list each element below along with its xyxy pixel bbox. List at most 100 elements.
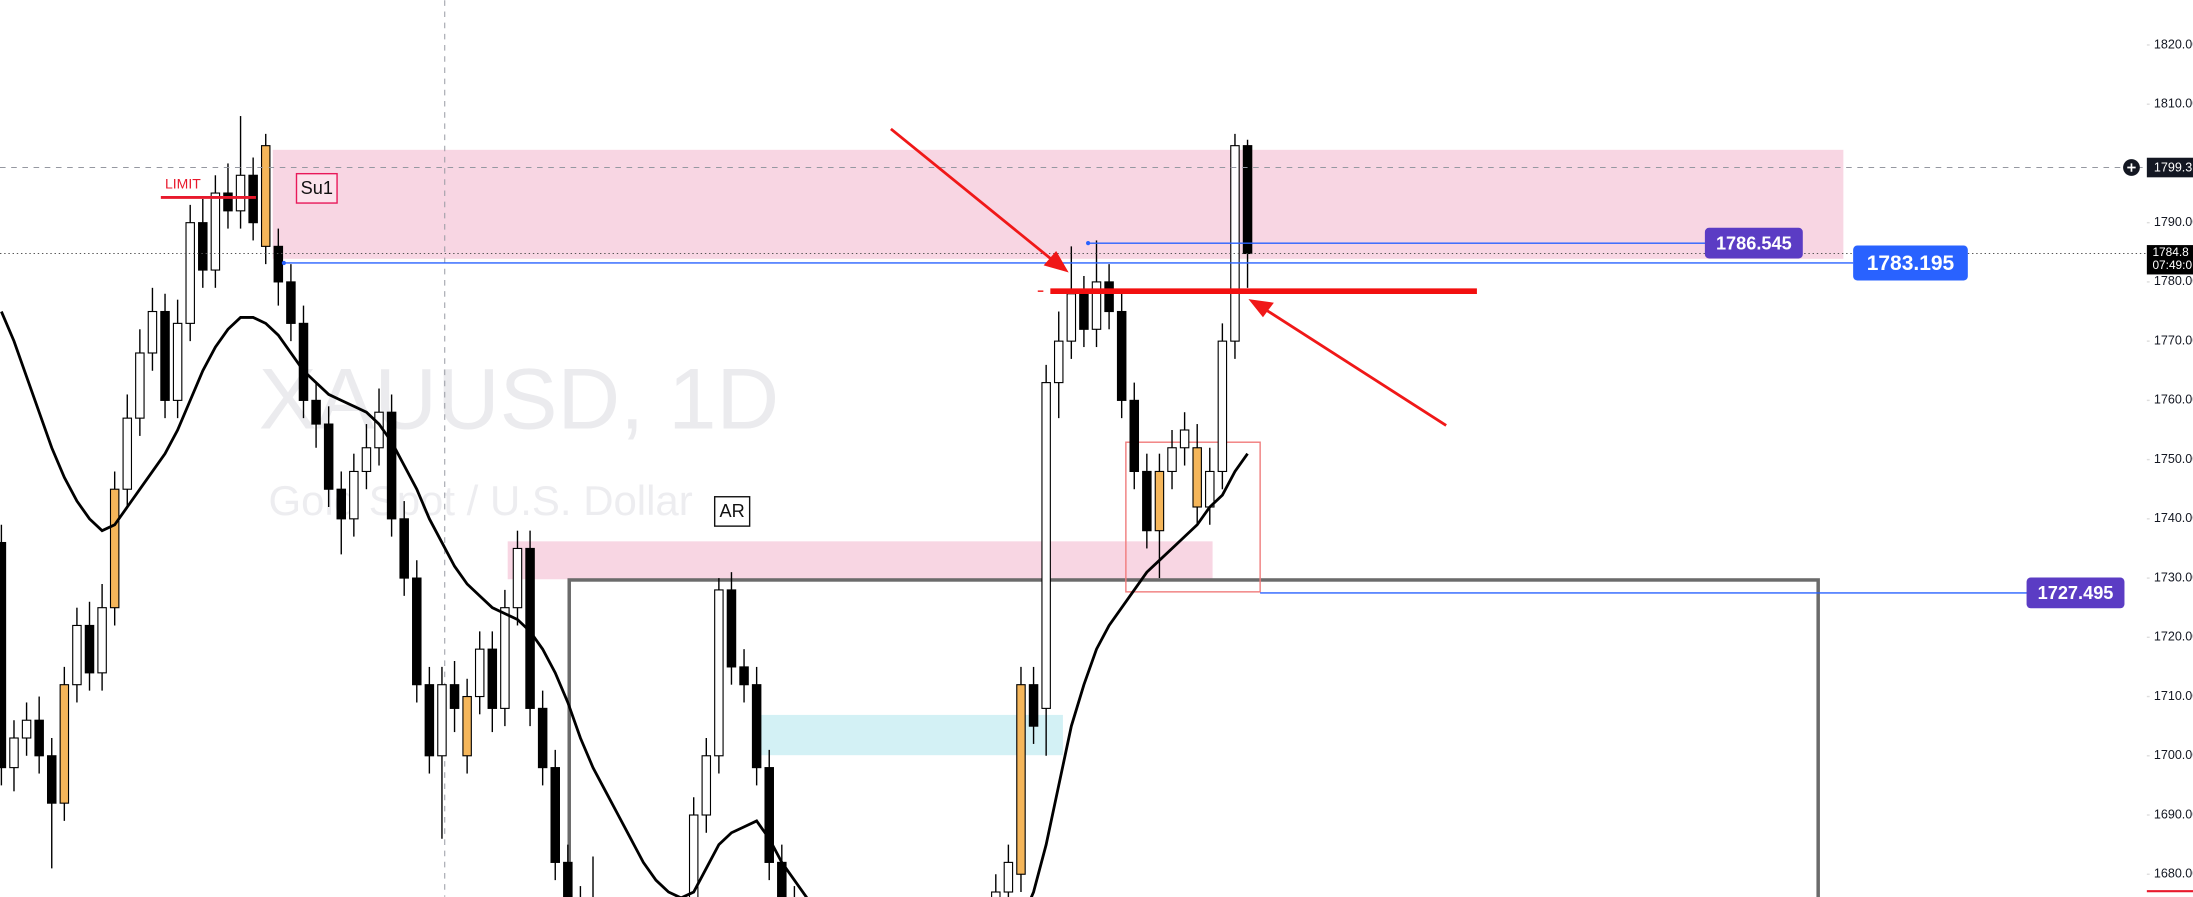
y-tick-label: 1760.00 bbox=[2154, 393, 2193, 407]
candle-body bbox=[550, 767, 560, 863]
candle-body bbox=[1129, 399, 1140, 473]
candle-body bbox=[1041, 382, 1051, 709]
zone bbox=[755, 714, 1063, 756]
candle-body bbox=[1028, 684, 1039, 727]
candle-body bbox=[688, 814, 699, 897]
y-tick-label: 1770.00 bbox=[2154, 333, 2193, 347]
candle-body bbox=[1003, 861, 1014, 893]
candle-body bbox=[34, 719, 44, 757]
y-tick-label: 1680.00 bbox=[2154, 867, 2193, 881]
candle-body bbox=[1179, 429, 1190, 449]
candle-body bbox=[1016, 684, 1026, 875]
candle-body bbox=[336, 488, 347, 520]
arrow-2 bbox=[1262, 306, 1447, 427]
candle-body bbox=[147, 310, 158, 354]
candle-body bbox=[84, 624, 95, 674]
ar-label: AR bbox=[720, 501, 745, 521]
y-tick-label: 1730.00 bbox=[2154, 570, 2193, 584]
candle-body bbox=[109, 488, 120, 609]
candle-body bbox=[449, 684, 460, 709]
level-anchor bbox=[1086, 241, 1091, 246]
y-tick-label: 1740.00 bbox=[2154, 511, 2193, 525]
candle-body bbox=[1053, 340, 1064, 384]
candles bbox=[0, 116, 1253, 897]
candle-body bbox=[185, 222, 195, 324]
level-badge bbox=[1853, 245, 1968, 281]
candle-body bbox=[286, 281, 296, 324]
candle-body bbox=[563, 861, 573, 897]
candle-body bbox=[260, 145, 271, 247]
y-tick-label: 1690.00 bbox=[2154, 807, 2193, 821]
candle-body bbox=[21, 719, 32, 739]
candle-body bbox=[739, 666, 749, 686]
y-tick-label: 1720.00 bbox=[2154, 630, 2193, 644]
level-badge bbox=[2026, 577, 2125, 609]
candle-body bbox=[1091, 281, 1102, 330]
candle-body bbox=[1242, 145, 1253, 255]
candle-body bbox=[361, 447, 372, 473]
su1-label: Su1 bbox=[301, 178, 333, 198]
arrow-1 bbox=[890, 127, 1056, 263]
y-tick-label: 1750.00 bbox=[2154, 452, 2193, 466]
y-tick-label: 1790.00 bbox=[2154, 215, 2193, 229]
candle-body bbox=[487, 648, 498, 709]
crosshair-badge bbox=[2146, 157, 2193, 178]
candle-body bbox=[198, 222, 208, 271]
level-label: 1786.545 bbox=[1716, 233, 1792, 253]
candle-body bbox=[46, 755, 57, 804]
candle-body bbox=[1205, 470, 1215, 508]
candle-body bbox=[1192, 447, 1202, 508]
moving-average bbox=[0, 310, 1249, 897]
candle-body bbox=[0, 541, 7, 769]
candle-body bbox=[1154, 470, 1165, 532]
y-tick-label: 1820.00 bbox=[2154, 37, 2193, 51]
price-axis: 1680.00 1690.00 1700.00 1710.00 1720.00 1730.… bbox=[2146, 0, 2193, 897]
candle-body bbox=[223, 192, 233, 212]
candle-body bbox=[311, 399, 321, 425]
candle-body bbox=[424, 684, 435, 757]
candle-body bbox=[1066, 293, 1077, 342]
red-box bbox=[1125, 441, 1261, 593]
level-anchor bbox=[281, 260, 287, 266]
candle-body bbox=[248, 174, 258, 224]
candle-body bbox=[122, 417, 133, 490]
candle-body bbox=[273, 245, 284, 283]
candle-body bbox=[210, 192, 221, 271]
last-price-badge bbox=[2146, 245, 2193, 275]
crosshair-label: 1799.31 bbox=[2154, 161, 2193, 175]
candle-body bbox=[298, 322, 309, 401]
watermark-title: XAUUSD, 1D bbox=[259, 352, 779, 448]
plus-icon bbox=[2127, 163, 2136, 172]
candle-body bbox=[172, 322, 183, 401]
candle-body bbox=[537, 707, 548, 769]
level-label: 1727.495 bbox=[2038, 583, 2114, 603]
arrow-1-head bbox=[1043, 251, 1069, 273]
axis-background bbox=[2146, 0, 2193, 897]
level-label: 1783.195 bbox=[1867, 252, 1955, 275]
candle-body bbox=[72, 624, 82, 686]
y-tick-label: 1710.00 bbox=[2154, 689, 2193, 703]
last-price-label: 1784.8 bbox=[2152, 245, 2189, 259]
candle-body bbox=[412, 577, 422, 686]
arrows bbox=[890, 127, 1447, 427]
candle-body bbox=[437, 684, 447, 757]
candle-body bbox=[349, 470, 359, 520]
y-tick-label: 1780.00 bbox=[2154, 274, 2193, 288]
candle-body bbox=[235, 174, 246, 212]
candle-body bbox=[500, 607, 510, 709]
limit-label: LIMIT bbox=[165, 176, 201, 192]
su1-box bbox=[295, 172, 338, 204]
candle-body bbox=[991, 891, 1001, 897]
candle-body bbox=[135, 352, 145, 419]
candle-body bbox=[462, 695, 472, 757]
candle-body bbox=[386, 411, 397, 520]
range-box bbox=[567, 578, 1820, 897]
candle-body bbox=[726, 589, 737, 668]
candle-body bbox=[97, 607, 107, 674]
candle-body bbox=[160, 310, 170, 401]
countdown-label: 07:49:0 bbox=[2152, 258, 2192, 272]
candle-body bbox=[1116, 310, 1127, 401]
candle-body bbox=[512, 547, 523, 609]
